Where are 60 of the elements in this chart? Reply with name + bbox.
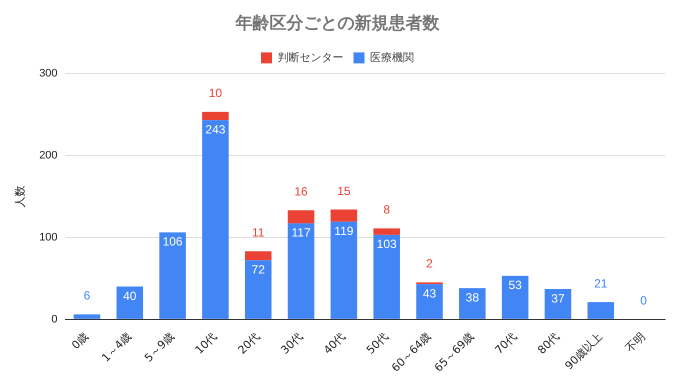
bar — [502, 276, 528, 319]
data-label: 119 — [334, 224, 354, 238]
bar — [373, 228, 400, 235]
x-tick-label: 20代 — [236, 330, 262, 357]
data-label: 16 — [294, 184, 308, 199]
x-tick-label: 40代 — [321, 330, 348, 357]
bar — [373, 234, 400, 319]
legend-label: 判断センター — [278, 50, 344, 64]
x-tick-label: 30代 — [278, 330, 306, 357]
x-tick-label: 70代 — [492, 330, 520, 357]
data-label: 38 — [466, 290, 480, 304]
data-label: 106 — [162, 234, 183, 249]
data-label: 117 — [291, 226, 311, 240]
bar — [288, 223, 314, 319]
bar — [116, 286, 144, 319]
x-tick-label: 1～4歳 — [99, 330, 134, 365]
legend-label: 医療機関 — [370, 50, 414, 64]
data-label: 0 — [640, 294, 648, 308]
x-tick-label: 50代 — [364, 330, 391, 357]
x-tick-label: 65～69歳 — [432, 330, 476, 374]
data-label: 6 — [84, 288, 91, 303]
bar — [330, 222, 358, 319]
data-label: 2 — [426, 256, 434, 271]
bar — [588, 302, 614, 319]
bar — [74, 314, 100, 319]
x-tick-label: 90歳以上 — [562, 330, 605, 372]
bar — [244, 260, 272, 319]
data-label: 53 — [508, 278, 522, 292]
data-label: 15 — [337, 184, 351, 198]
x-tick-label: 80代 — [535, 330, 562, 357]
data-label: 103 — [376, 237, 398, 252]
data-label: 10 — [208, 86, 222, 100]
x-tick-label: 10代 — [192, 330, 220, 357]
y-tick-label: 0 — [51, 313, 58, 326]
y-axis-title: 人数 — [13, 185, 26, 208]
data-label: 243 — [205, 122, 226, 136]
y-tick-label: 300 — [39, 67, 58, 80]
y-tick-label: 200 — [39, 149, 58, 162]
data-label: 21 — [594, 276, 608, 290]
data-label: 43 — [422, 286, 436, 300]
bar — [202, 112, 229, 120]
bar — [416, 284, 443, 319]
x-tick-label: 0歳 — [69, 330, 92, 352]
x-tick-label: 不明 — [622, 330, 648, 355]
x-tick-label: 60～64歳 — [389, 330, 434, 374]
data-label: 40 — [123, 288, 137, 303]
bar — [202, 120, 229, 319]
y-tick-label: 100 — [39, 231, 58, 244]
data-label: 8 — [383, 202, 390, 217]
bar — [459, 288, 486, 319]
bar — [288, 210, 314, 224]
bar — [330, 209, 358, 222]
bar — [159, 232, 186, 319]
data-label: 11 — [252, 226, 265, 240]
bar — [244, 251, 272, 260]
x-tick-label: 5～9歳 — [142, 330, 177, 365]
chart-title: 年齢区分ごとの新規患者数 — [234, 14, 440, 34]
data-label: 72 — [252, 262, 266, 277]
data-label: 37 — [551, 291, 565, 306]
bar — [544, 288, 572, 319]
